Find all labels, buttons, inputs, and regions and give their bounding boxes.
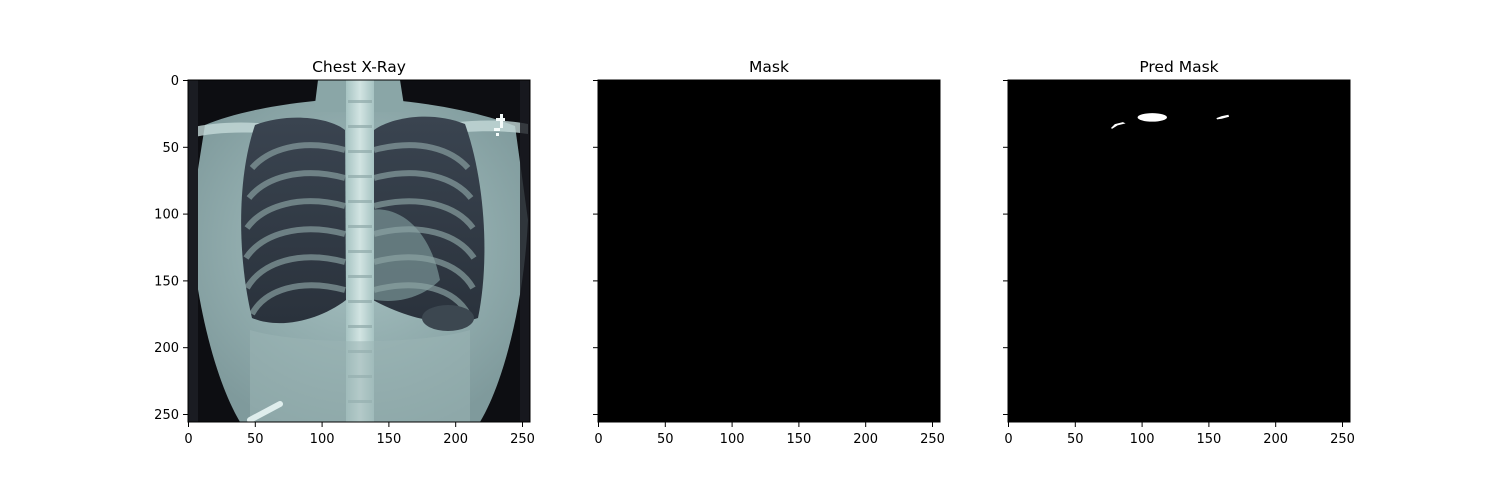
x-tick-label-chest-xray-100: 100 <box>310 432 335 447</box>
panel-chest-xray: Chest X-Ray <box>154 58 535 447</box>
x-tick-label-chest-xray-50: 50 <box>247 432 264 447</box>
x-tick-label-mask-100: 100 <box>720 432 745 447</box>
x-tick-label-pred-mask-150: 150 <box>1196 432 1221 447</box>
panel-title-mask: Mask <box>749 58 789 76</box>
x-tick-label-mask-200: 200 <box>853 432 878 447</box>
x-axis-chest-xray: 0 50 100 150 200 250 <box>184 422 535 447</box>
y-tick-label-chest-xray-0: 0 <box>171 74 179 89</box>
x-tick-label-chest-xray-0: 0 <box>184 432 192 447</box>
axes-frame-mask <box>597 79 941 423</box>
panel-title-pred-mask: Pred Mask <box>1139 58 1218 76</box>
x-tick-label-chest-xray-200: 200 <box>443 432 468 447</box>
x-tick-label-pred-mask-0: 0 <box>1004 432 1012 447</box>
x-tick-label-mask-50: 50 <box>657 432 674 447</box>
y-axis-chest-xray: 0 50 100 150 200 250 <box>154 74 188 423</box>
axes-frame-chest-xray <box>187 79 531 423</box>
y-tick-label-chest-xray-150: 150 <box>154 274 179 289</box>
axes-frame-pred-mask <box>1007 79 1351 423</box>
panel-pred-mask: Pred Mask 0 50 100 150 200 250 <box>1003 58 1355 447</box>
y-tick-label-chest-xray-50: 50 <box>162 141 179 156</box>
y-tick-label-chest-xray-100: 100 <box>154 208 179 223</box>
xray-image <box>188 80 530 422</box>
x-tick-label-mask-150: 150 <box>786 432 811 447</box>
predicted-region-3 <box>1216 114 1230 120</box>
x-tick-label-chest-xray-250: 250 <box>510 432 535 447</box>
x-tick-label-mask-0: 0 <box>594 432 602 447</box>
x-tick-label-pred-mask-250: 250 <box>1330 432 1355 447</box>
y-axis-mask <box>593 80 598 415</box>
mask-image <box>598 80 940 422</box>
pred-mask-image <box>1008 80 1350 422</box>
y-tick-label-chest-xray-250: 250 <box>154 408 179 423</box>
pred-mask-foreground-regions <box>1110 113 1230 129</box>
x-axis-mask: 0 50 100 150 200 250 <box>594 422 945 447</box>
x-tick-label-pred-mask-200: 200 <box>1263 432 1288 447</box>
x-tick-label-mask-250: 250 <box>920 432 945 447</box>
y-tick-label-chest-xray-200: 200 <box>154 341 179 356</box>
x-tick-label-chest-xray-150: 150 <box>376 432 401 447</box>
x-tick-label-pred-mask-100: 100 <box>1130 432 1155 447</box>
y-axis-pred-mask <box>1003 80 1008 415</box>
predicted-region-2 <box>1110 122 1126 129</box>
panel-mask: Mask 0 50 100 150 200 250 <box>593 58 945 447</box>
x-tick-label-pred-mask-50: 50 <box>1067 432 1084 447</box>
panel-title-chest-xray: Chest X-Ray <box>312 58 406 76</box>
x-axis-pred-mask: 0 50 100 150 200 250 <box>1004 422 1355 447</box>
predicted-region-1 <box>1137 113 1167 122</box>
